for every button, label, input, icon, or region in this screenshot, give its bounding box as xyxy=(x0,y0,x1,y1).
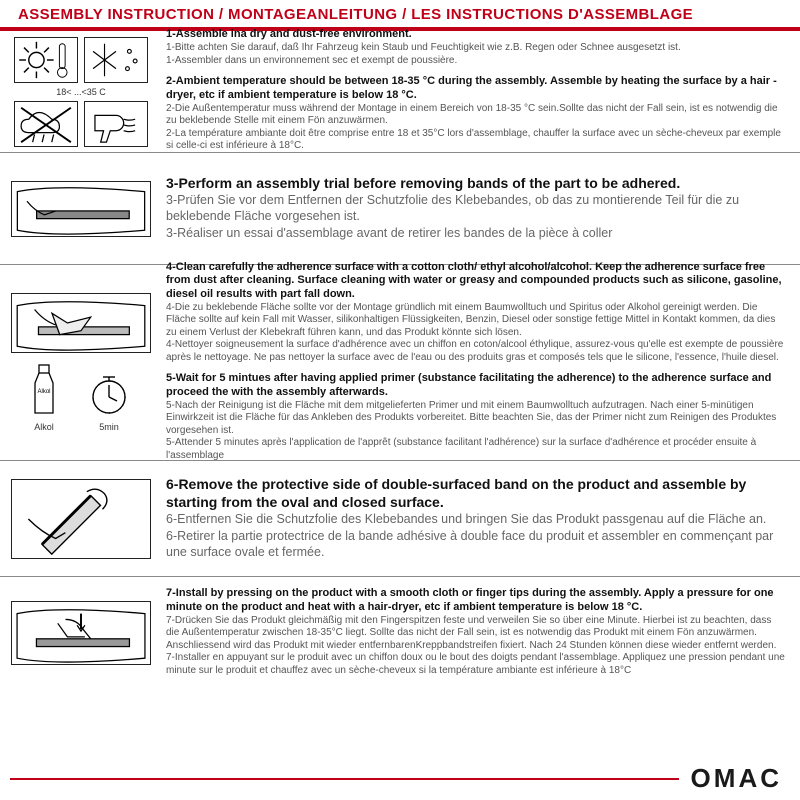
row-4: 6-Remove the protective side of double-s… xyxy=(0,461,800,577)
row-3: Alkol Alkol 5min 4-Clean carefully the a… xyxy=(0,265,800,461)
sun-icon xyxy=(14,37,78,83)
temp-range-label: 18< ...<35 C xyxy=(56,87,106,97)
step-5-en: 5-Wait for 5 mintues after having applie… xyxy=(166,372,786,400)
illustration-press-install xyxy=(0,577,160,689)
step-7-de: 7-Drücken Sie das Produkt gleichmäßig mi… xyxy=(166,615,786,653)
step-2-de: 2-Die Außentemperatur muss während der M… xyxy=(166,103,786,128)
step-5-fr: 5-Attender 5 minutes après l'application… xyxy=(166,437,786,462)
row-1: 18< ...<35 C 1 xyxy=(0,31,800,153)
step-3: 3-Perform an assembly trial before remov… xyxy=(166,174,786,241)
step-6-en: 6-Remove the protective side of double-s… xyxy=(166,475,786,511)
footer: OMAC xyxy=(0,759,800,800)
no-rain-icon xyxy=(14,101,78,147)
step-7-fr: 7-Installer en appuyant sur le produit a… xyxy=(166,652,786,677)
logo-letter-m: M xyxy=(714,763,737,794)
svg-text:Alkol: Alkol xyxy=(37,389,50,395)
step-5: 5-Wait for 5 mintues after having applie… xyxy=(166,372,786,462)
step-7-en: 7-Install by pressing on the product wit… xyxy=(166,587,786,615)
step-6: 6-Remove the protective side of double-s… xyxy=(166,475,786,560)
logo-letter-c: C xyxy=(760,763,780,794)
illustration-clean-primer: Alkol Alkol 5min xyxy=(0,265,160,460)
step-3-fr: 3-Réaliser un essai d'assemblage avant d… xyxy=(166,225,786,241)
step-1-fr: 1-Assembler dans un environnement sec et… xyxy=(166,55,786,68)
step-4-de: 4-Die zu beklebende Fläche sollte vor de… xyxy=(166,302,786,340)
illustration-environment: 18< ...<35 C xyxy=(0,31,160,152)
assembly-instruction-sheet: ASSEMBLY INSTRUCTION / MONTAGEANLEITUNG … xyxy=(0,0,800,800)
illustration-trial-fit xyxy=(0,153,160,264)
illustration-peel-tape xyxy=(0,461,160,576)
step-4-fr: 4-Nettoyer soigneusement la surface d'ad… xyxy=(166,339,786,364)
step-1-de: 1-Bitte achten Sie darauf, daß Ihr Fahrz… xyxy=(166,42,786,55)
step-5-de: 5-Nach der Reinigung ist die Fläche mit … xyxy=(166,400,786,438)
peel-tape-icon xyxy=(11,479,151,559)
logo-letter-o: O xyxy=(691,763,712,794)
step-1-en: 1-Assemble ina dry and dust-free environ… xyxy=(166,28,786,42)
step-2-en: 2-Ambient temperature should be between … xyxy=(166,75,786,103)
press-install-icon xyxy=(11,601,151,665)
header: ASSEMBLY INSTRUCTION / MONTAGEANLEITUNG … xyxy=(0,0,800,27)
row-5: 7-Install by pressing on the product wit… xyxy=(0,577,800,689)
alcohol-bottle-icon: Alkol Alkol xyxy=(31,363,57,432)
timer-label: 5min xyxy=(87,422,131,432)
step-4: 4-Clean carefully the adherence surface … xyxy=(166,261,786,365)
text-step-6: 6-Remove the protective side of double-s… xyxy=(160,461,800,576)
sill-trial-icon xyxy=(11,181,151,237)
text-step-3: 3-Perform an assembly trial before remov… xyxy=(160,153,800,264)
page-title: ASSEMBLY INSTRUCTION / MONTAGEANLEITUNG … xyxy=(18,6,782,23)
hairdryer-icon xyxy=(84,101,148,147)
step-2: 2-Ambient temperature should be between … xyxy=(166,75,786,153)
cleaning-icon xyxy=(11,293,151,353)
footer-red-rule xyxy=(10,778,679,780)
snow-icon xyxy=(84,37,148,83)
instruction-rows: 18< ...<35 C 1 xyxy=(0,31,800,759)
brand-logo: OMAC xyxy=(691,763,780,794)
row-2: 3-Perform an assembly trial before remov… xyxy=(0,153,800,265)
logo-letter-a: A xyxy=(738,763,758,794)
step-7: 7-Install by pressing on the product wit… xyxy=(166,587,786,677)
step-3-en: 3-Perform an assembly trial before remov… xyxy=(166,174,786,192)
step-2-fr: 2-La température ambiante doit être comp… xyxy=(166,128,786,153)
text-steps-4-5: 4-Clean carefully the adherence surface … xyxy=(160,265,800,460)
alcohol-label: Alkol xyxy=(31,422,57,432)
step-6-de: 6-Entfernen Sie die Schutzfolie des Kleb… xyxy=(166,511,786,527)
timer-icon: 5min xyxy=(87,373,131,432)
text-steps-1-2: 1-Assemble ina dry and dust-free environ… xyxy=(160,31,800,152)
step-1: 1-Assemble ina dry and dust-free environ… xyxy=(166,28,786,67)
step-3-de: 3-Prüfen Sie vor dem Entfernen der Schut… xyxy=(166,192,786,225)
step-6-fr: 6-Retirer la partie protectrice de la ba… xyxy=(166,528,786,561)
step-4-en: 4-Clean carefully the adherence surface … xyxy=(166,261,786,302)
text-step-7: 7-Install by pressing on the product wit… xyxy=(160,577,800,689)
